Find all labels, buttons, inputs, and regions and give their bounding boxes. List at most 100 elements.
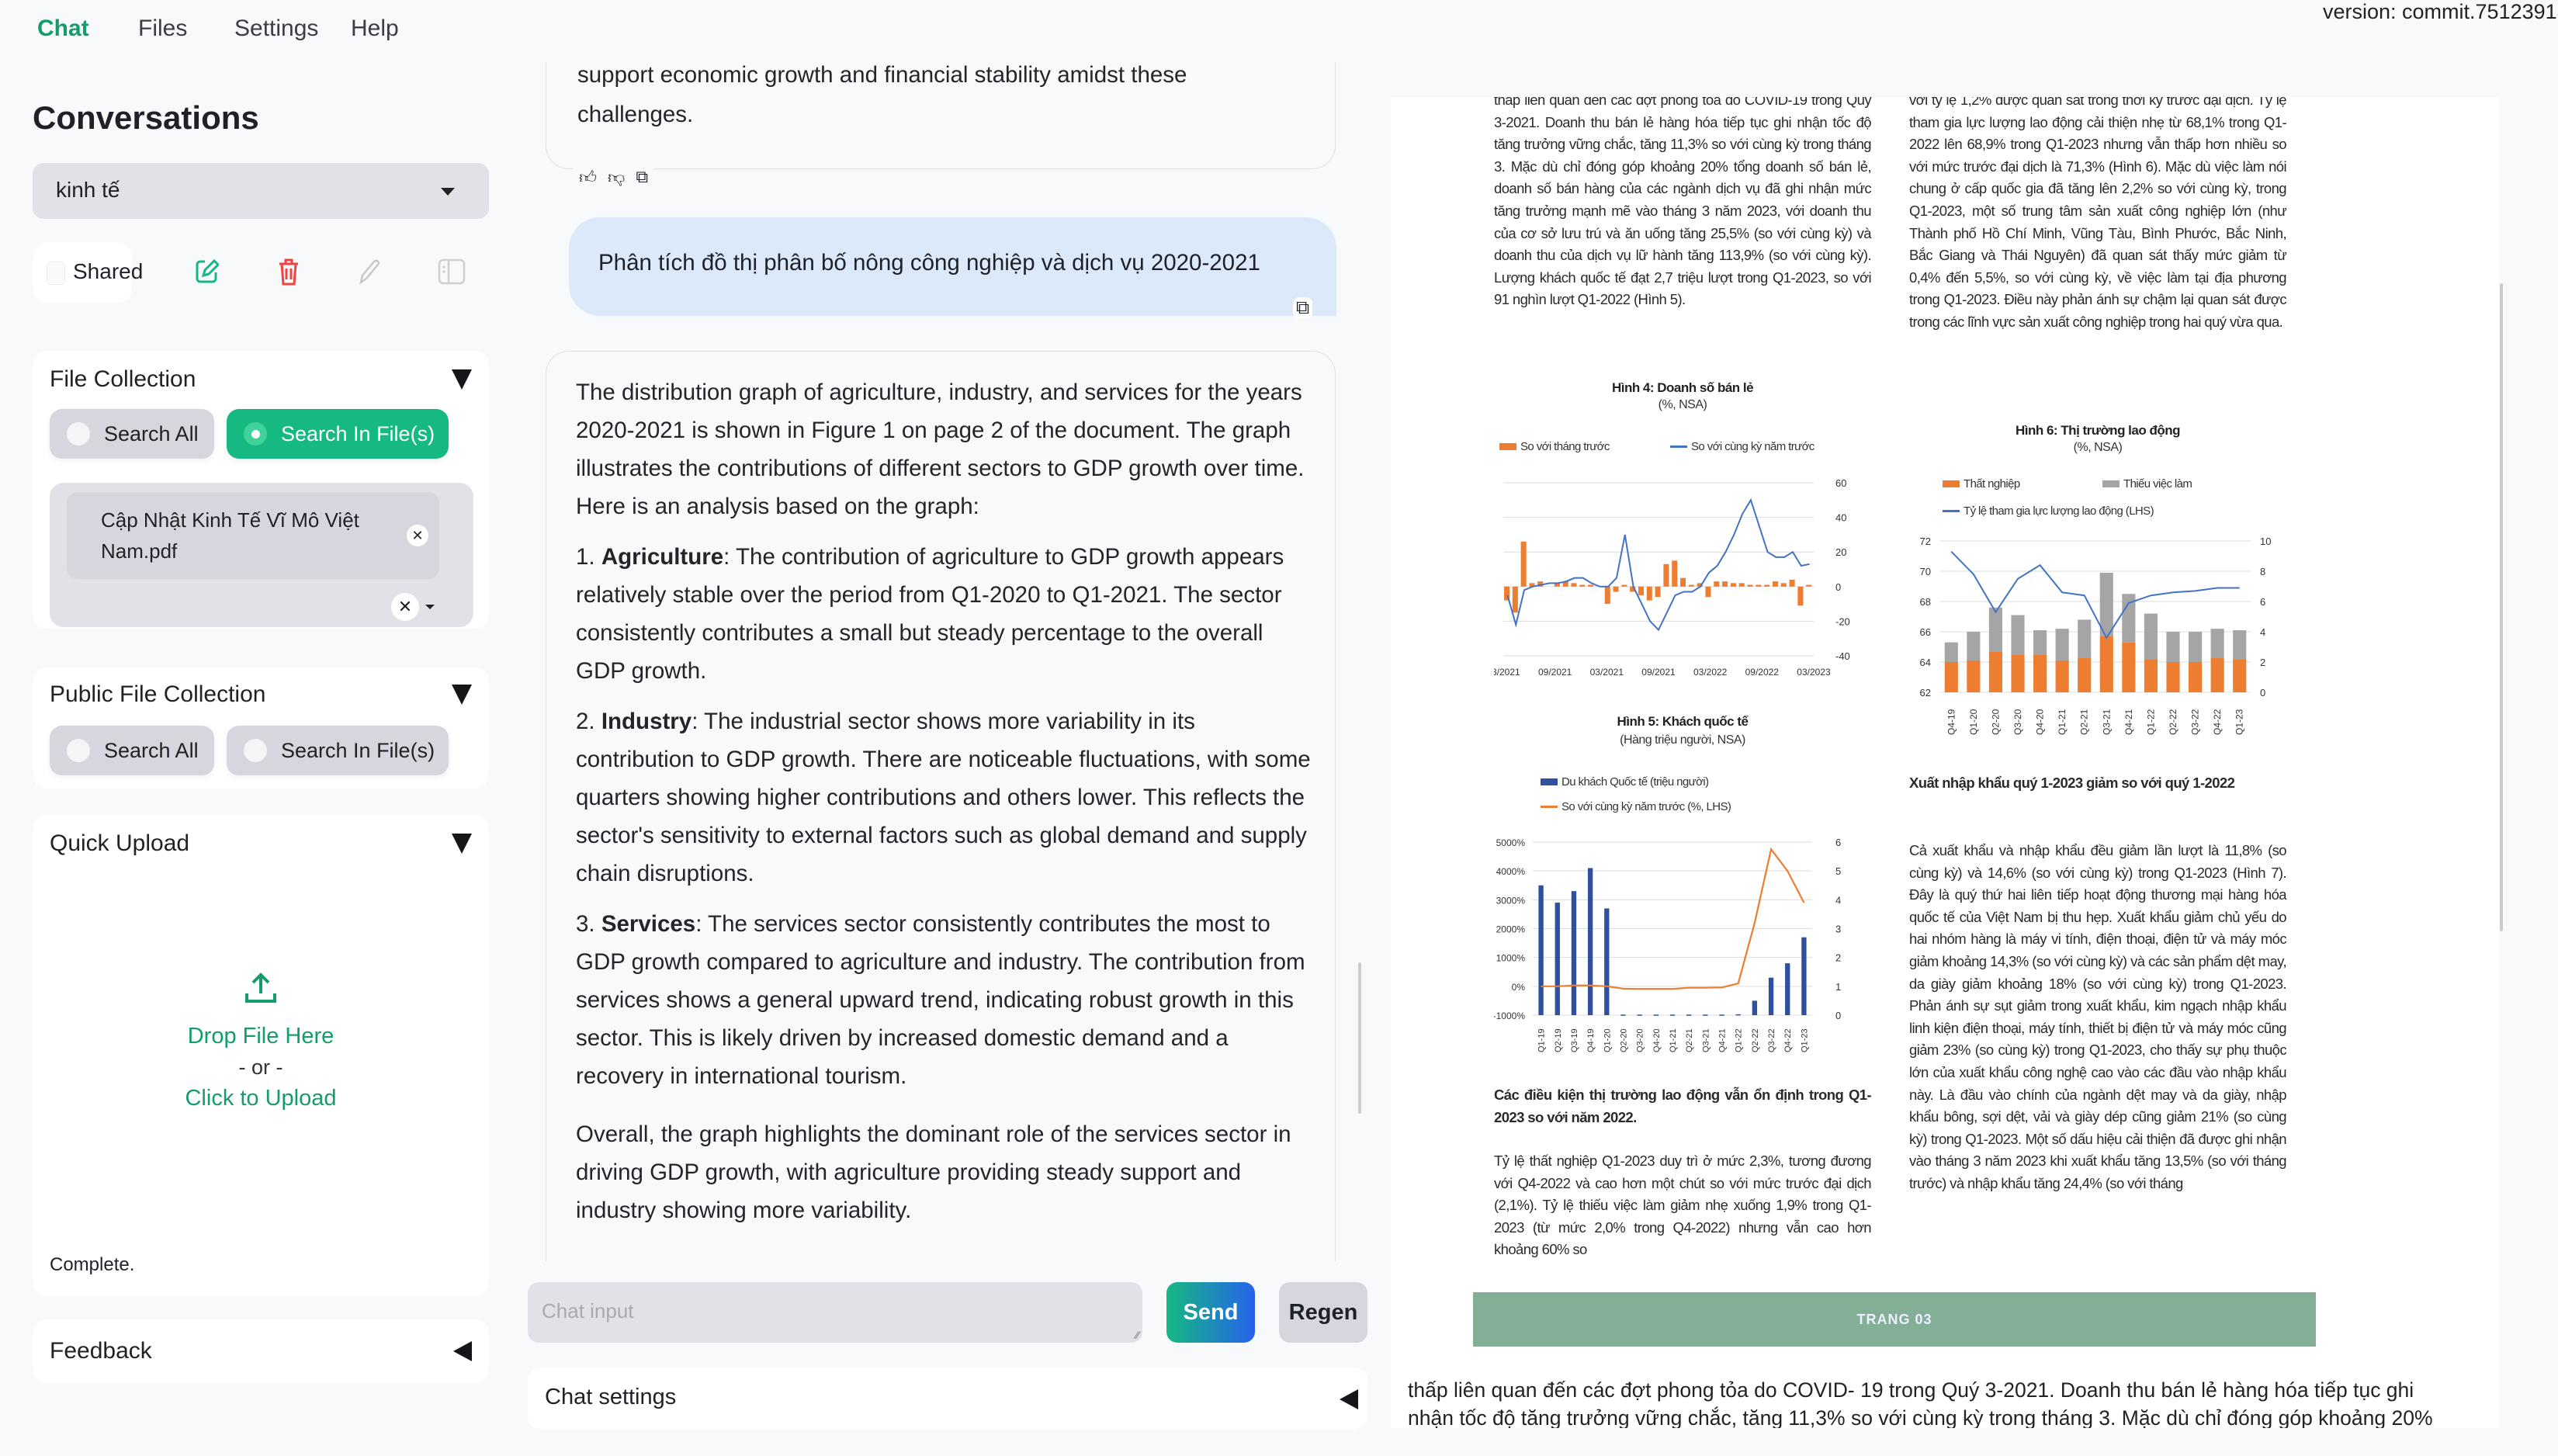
x-tick-label: Q2-21 [2079,709,2090,735]
quick-upload-title: Quick Upload [50,830,190,856]
tab-settings[interactable]: Settings [234,16,319,41]
expand-icon[interactable] [453,1341,472,1361]
click-upload-link[interactable]: Click to Upload [185,1086,337,1111]
fig4-subtitle: (%, NSA) [1658,398,1707,411]
x-tick-label: Q4-19 [1946,709,1957,735]
underemployment-bar [2233,630,2247,660]
x-tick-label: Q2-20 [1990,709,2001,735]
shared-label: Shared [73,259,144,283]
x-tick-label: Q1-19 [1537,1028,1547,1052]
feedback-panel[interactable]: Feedback [33,1319,489,1383]
toggle-panel-icon[interactable] [438,258,466,285]
x-tick-label: 03/2021 [1590,667,1624,678]
right-tick-label: 2 [2260,657,2265,668]
chevron-down-icon[interactable] [425,605,435,609]
conversation-select[interactable]: kinh tế [33,163,489,219]
x-tick-label: Q1-20 [1603,1028,1612,1052]
resize-handle-icon[interactable]: ⁄⁄ [1135,1329,1139,1341]
chat-input[interactable]: Chat input ⁄⁄ [528,1282,1142,1343]
visitors-bar [1669,1014,1676,1016]
collapse-icon[interactable] [452,834,472,854]
mom-bar [1537,581,1544,587]
fig6-legend-participation: Tỷ lệ tham gia lực lượng lao động (LHS) [1943,504,2154,518]
x-tick-label: Q1-22 [2145,709,2156,735]
collapse-icon[interactable] [452,685,472,705]
y-tick-label: -40 [1835,650,1850,662]
public-search-in-files-radio[interactable]: Search In File(s) [227,726,449,775]
fig6-title: Hình 6: Thị trường lao động [2015,423,2181,438]
unemployment-bar [2144,659,2158,692]
mom-bar [1730,583,1736,587]
thumbs-up-icon[interactable]: 👍︎ [579,168,597,187]
right-tick-label: 2 [1835,952,1841,964]
x-tick-label: Q4-19 [1586,1028,1596,1052]
bot-message: The distribution graph of agriculture, i… [546,351,1336,1261]
file-select[interactable]: Cập Nhật Kinh Tế Vĩ Mô Việt Nam.pdf ✕ ✕ [50,483,473,627]
new-chat-icon[interactable] [196,258,219,285]
chat-settings-panel[interactable]: Chat settings [528,1368,1367,1430]
right-tick-label: 8 [2260,566,2265,577]
unemployment-bar [2122,642,2136,692]
pdf-left-top-text: thấp liên quan đến các đợt phong tỏa do … [1494,97,1872,308]
upload-icon [245,972,276,1003]
x-tick-label: 03/2022 [1693,667,1728,678]
public-file-collection-panel: Public File Collection Search All Search… [33,667,489,789]
search-in-files-radio[interactable]: Search In File(s) [227,409,449,459]
collapse-icon[interactable] [452,369,472,390]
x-tick-label: Q3-20 [1636,1028,1645,1052]
x-tick-label: Q4-21 [1718,1028,1728,1052]
fig4-title: Hình 4: Doanh số bán lẻ [1611,380,1754,395]
chat-scrollbar[interactable] [1358,962,1361,1114]
fig5-subtitle: (Hàng triệu người, NSA) [1620,733,1745,747]
expand-icon[interactable] [1340,1389,1358,1409]
search-all-radio[interactable]: Search All [50,409,214,459]
mom-bar [1520,541,1527,587]
visitors-bar [1571,891,1577,1015]
clear-icon[interactable]: ✕ [391,593,419,621]
public-search-all-radio[interactable]: Search All [50,726,214,775]
upload-dropzone[interactable]: Drop File Here - or - Click to Upload [33,970,489,1111]
pdf-left-heading: Các điều kiện thị trường lao động vẫn ổn… [1494,1087,1872,1125]
right-tick-label: 3 [1835,924,1841,935]
search-in-files-label: Search In File(s) [281,738,435,762]
tab-help[interactable]: Help [351,16,399,41]
chat-input-placeholder: Chat input [542,1299,634,1323]
quick-upload-panel: Quick Upload Drop File Here - or - Click… [33,815,489,1296]
visitors-bar [1785,963,1790,1015]
left-tick-label: 64 [1920,657,1931,668]
copy-icon[interactable]: ⧉ [1293,297,1313,319]
x-tick-label: Q1-21 [2057,709,2068,735]
left-tick-label: 2000% [1496,924,1526,935]
rename-icon[interactable] [359,258,380,285]
visitors-bar [1703,1014,1708,1016]
tab-chat[interactable]: Chat [37,16,89,41]
x-tick-label: Q1-21 [1669,1028,1678,1052]
visitors-bar [1555,903,1560,1015]
underemployment-bar [1967,632,1981,661]
pdf-scrollbar[interactable] [2500,283,2503,931]
search-all-label: Search All [104,738,199,762]
unemployment-bar [2078,657,2092,692]
left-tick-label: 62 [1920,687,1931,699]
tab-files[interactable]: Files [138,16,188,41]
underemployment-bar [2144,613,2158,660]
mom-bar [1571,583,1577,587]
copy-icon[interactable]: ⧉ [636,167,649,186]
right-tick-label: 1 [1835,981,1841,993]
user-message-text: Phân tích đồ thị phân bố nông công nghiệ… [598,250,1260,276]
shared-checkbox[interactable] [47,262,65,285]
delete-icon[interactable] [278,258,300,286]
page-footer-band: TRANG 03 [1473,1292,2316,1347]
mom-bar [1663,563,1669,587]
upload-status: Complete. [50,1254,135,1275]
unemployment-bar [1988,651,2002,692]
mom-bar [1764,584,1770,587]
x-tick-label: Q4-22 [2212,709,2223,735]
thumbs-down-icon[interactable]: 👎︎ [608,168,626,187]
x-tick-label: Q3-20 [2012,709,2023,735]
send-button[interactable]: Send [1166,1282,1255,1343]
regen-button[interactable]: Regen [1279,1282,1367,1343]
fig6-legend-unemployment: Thất nghiệp [1860,477,2020,491]
shared-toggle[interactable]: Shared [33,242,143,303]
remove-file-icon[interactable]: ✕ [407,525,428,546]
